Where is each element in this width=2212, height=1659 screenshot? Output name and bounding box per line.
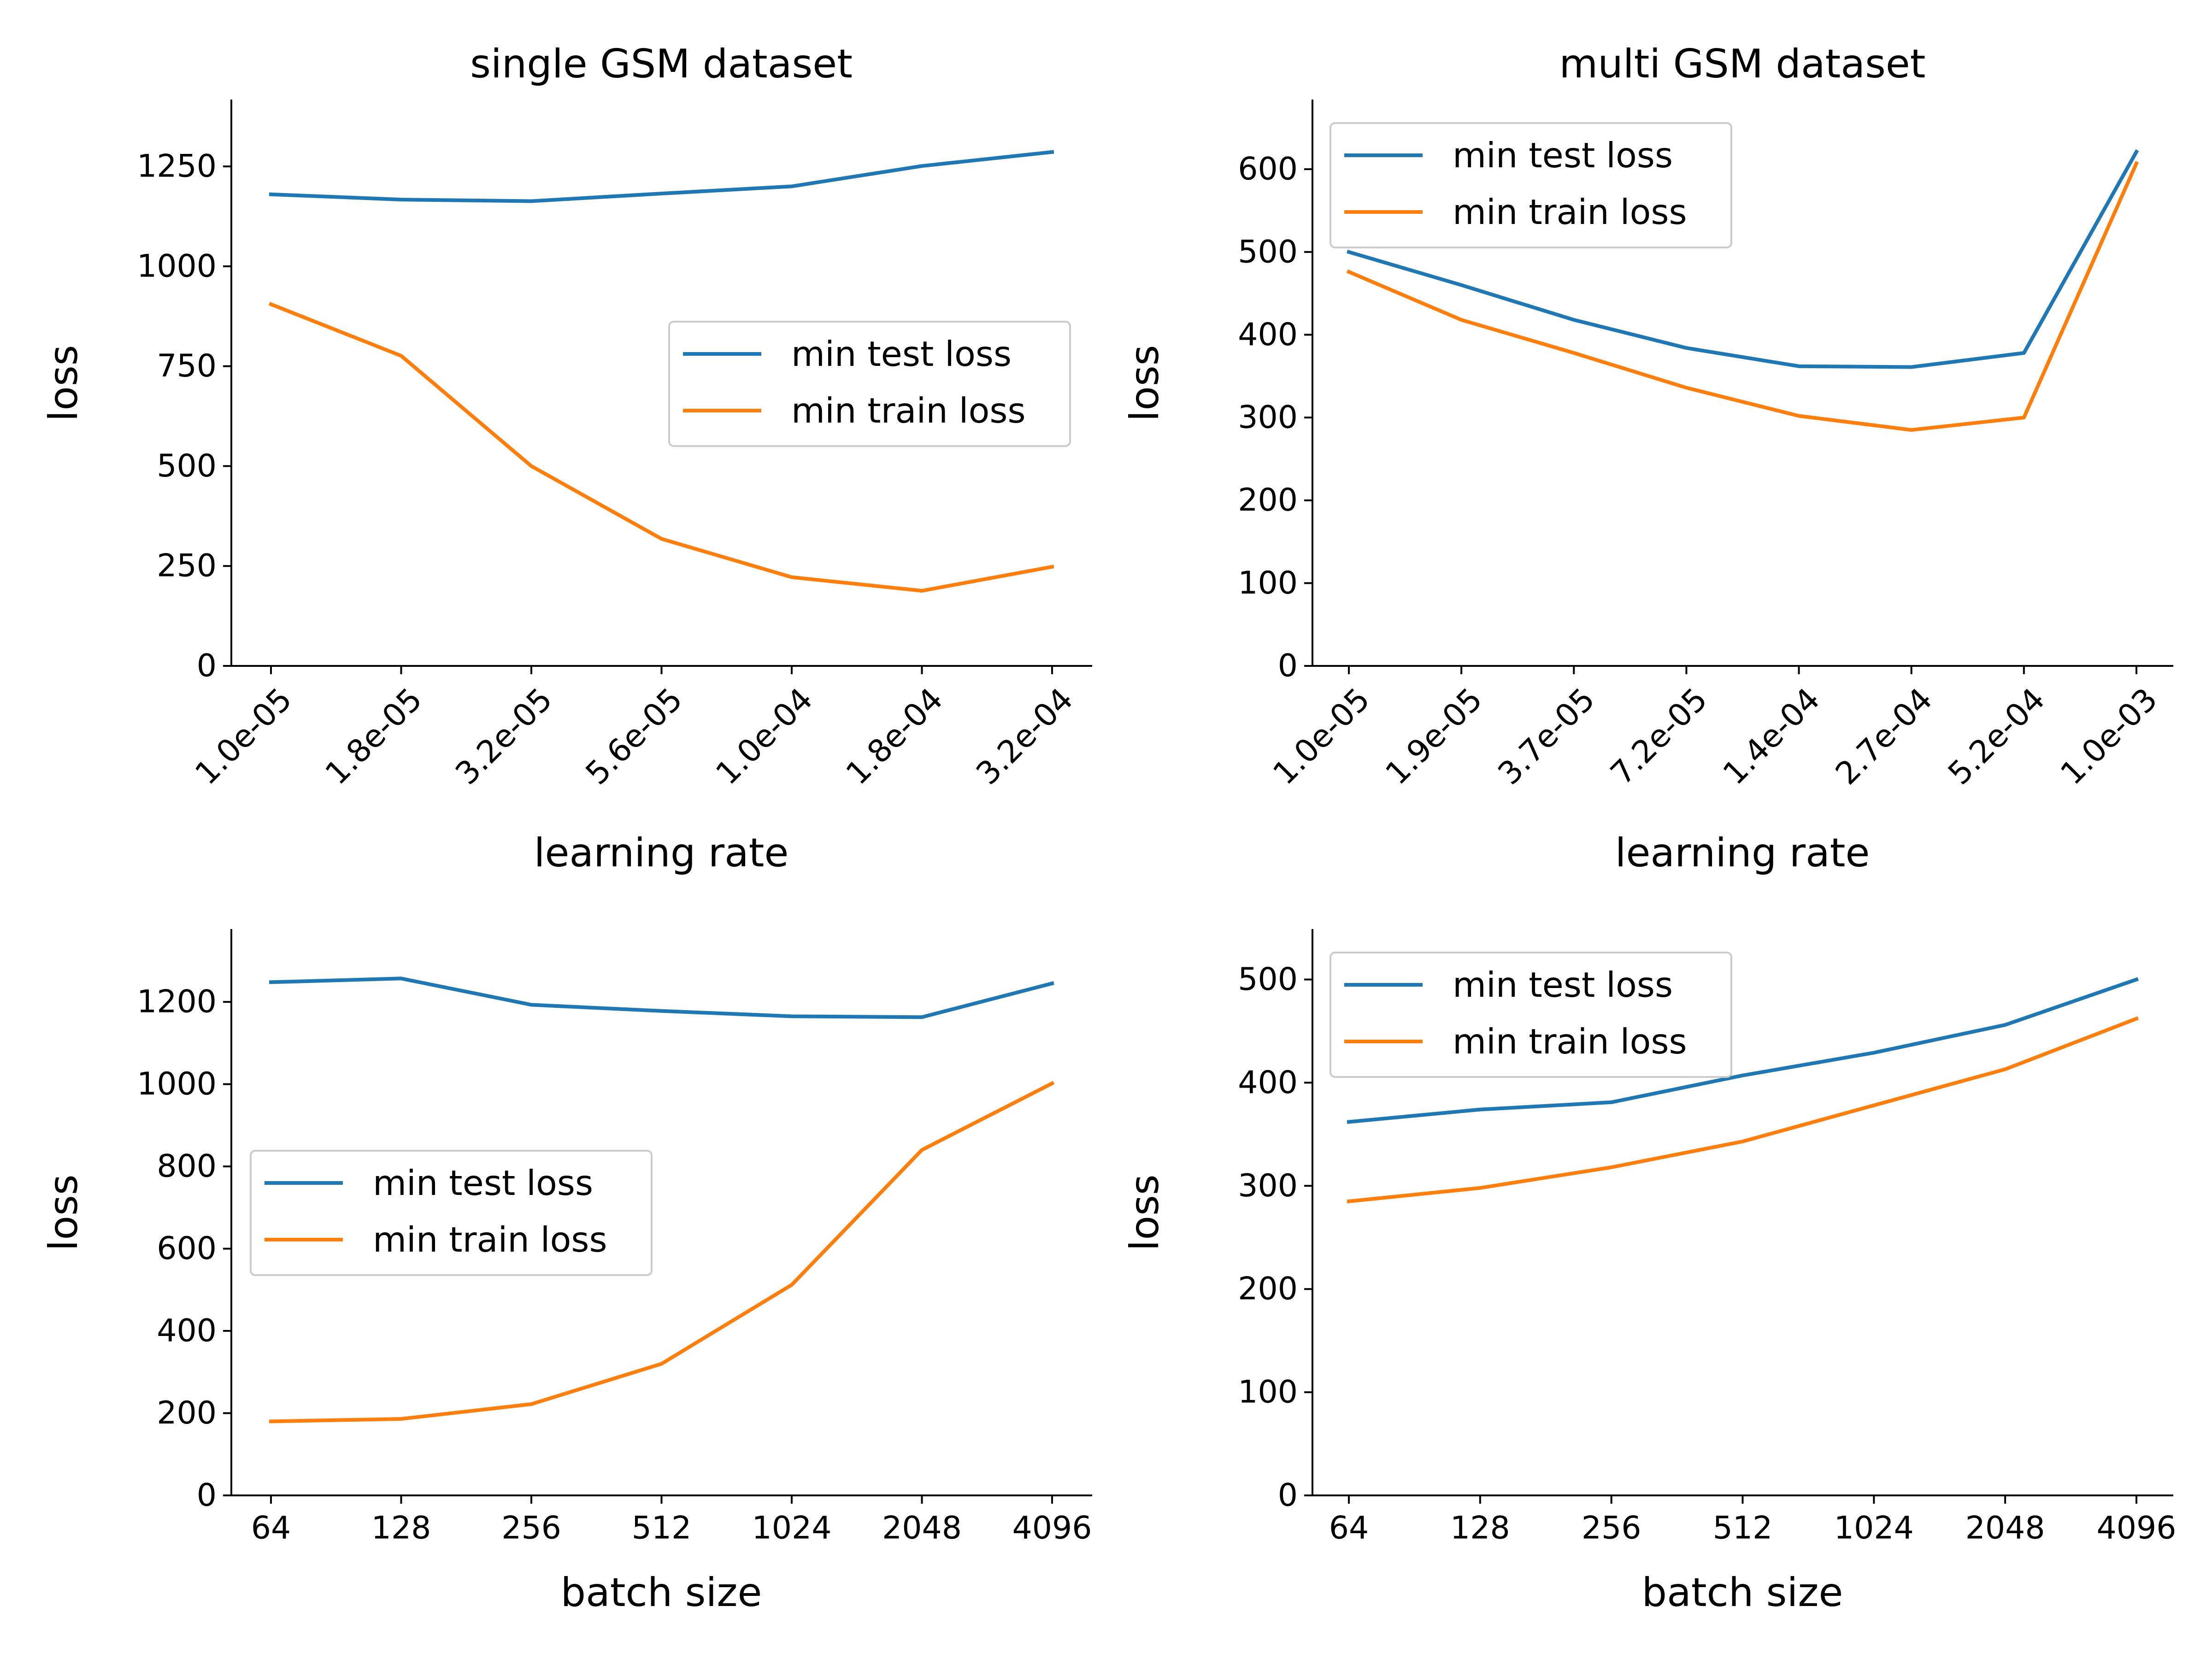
y-tick-label: 0	[197, 1477, 217, 1514]
legend-label: min train loss	[373, 1219, 607, 1260]
x-tick-label: 1.0e-04	[709, 681, 820, 792]
x-axis-label: learning rate	[1615, 830, 1870, 876]
legend: min test loss min train loss	[250, 1150, 653, 1276]
y-tick-label: 100	[1238, 1374, 1298, 1411]
x-tick-label: 3.7e-05	[1491, 681, 1602, 792]
series-line-min-test-loss	[1347, 149, 2139, 369]
legend: min test loss min train loss	[1330, 122, 1732, 248]
y-tick-label: 300	[1238, 400, 1298, 436]
x-tick-label: 5.6e-05	[579, 681, 689, 792]
legend-label: min train loss	[1453, 1021, 1687, 1062]
x-axis-label: batch size	[1642, 1570, 1843, 1616]
plot-multi-gsm-batch-size: 0 100 200 300 400 500 64 128 256 512 1024 2048 4096 b…	[1122, 929, 2177, 1616]
y-tick-label: 200	[1238, 1271, 1298, 1307]
plot-single-gsm-learning-rate: 0 250 500 750 1000 1250 1.0e-05 1.8e-05 3.2e-05 5…	[41, 41, 1092, 876]
y-tick-label: 500	[1238, 234, 1298, 270]
x-tick-label: 64	[251, 1510, 291, 1547]
y-axis-label: loss	[41, 345, 87, 421]
series-line-min-train-loss	[1346, 161, 2139, 432]
x-tick-label: 1.0e-03	[2054, 681, 2165, 792]
y-tick-label: 200	[1238, 482, 1298, 518]
y-tick-label: 1250	[137, 148, 217, 185]
y-tick-label: 750	[157, 348, 217, 384]
y-tick-label: 400	[1238, 317, 1298, 353]
y-tick-label: 0	[1278, 1477, 1298, 1514]
y-tick-label: 600	[157, 1230, 217, 1267]
x-axis-label: learning rate	[534, 830, 789, 876]
x-tick-label: 512	[1713, 1510, 1773, 1547]
legend: min test loss min train loss	[668, 321, 1071, 447]
series-line-min-test-loss	[269, 977, 1054, 1019]
y-axis-label: loss	[1122, 1174, 1168, 1251]
x-tick-label: 1.8e-05	[318, 681, 429, 792]
x-tick-label: 1.9e-05	[1379, 681, 1489, 792]
plot-single-gsm-batch-size: 0 200 400 600 800 1000 1200 64 128 256 512 1024 2048…	[41, 929, 1092, 1616]
x-tick-label: 1024	[1834, 1510, 1914, 1547]
y-tick-label: 800	[157, 1148, 217, 1185]
y-tick-label: 400	[157, 1313, 217, 1349]
x-tick-label: 2.7e-04	[1829, 681, 1939, 792]
legend-label: min test loss	[1453, 965, 1673, 1005]
chart-title: multi GSM dataset	[1559, 41, 1925, 87]
legend-label: min train loss	[1453, 192, 1687, 232]
legend-label: min test loss	[1453, 135, 1673, 176]
x-tick-label: 128	[1450, 1510, 1510, 1547]
x-tick-label: 5.2e-04	[1941, 681, 2052, 792]
legend-label: min test loss	[791, 334, 1012, 374]
y-tick-label: 600	[1238, 151, 1298, 188]
legend-label: min test loss	[373, 1163, 593, 1203]
series-line-min-test-loss	[269, 150, 1054, 203]
y-axis-label: loss	[41, 1174, 87, 1251]
y-tick-label: 400	[1238, 1065, 1298, 1101]
series-line-min-train-loss	[1347, 1016, 2139, 1204]
chart-title: single GSM dataset	[470, 41, 853, 87]
legend-frame	[1330, 952, 1732, 1078]
x-tick-label: 512	[632, 1510, 692, 1547]
x-tick-label: 64	[1329, 1510, 1369, 1547]
y-tick-label: 500	[1238, 961, 1298, 998]
x-tick-label: 128	[371, 1510, 431, 1547]
y-tick-label: 500	[157, 448, 217, 484]
y-tick-label: 0	[1278, 648, 1298, 684]
x-tick-label: 3.2e-04	[970, 681, 1080, 792]
series-line-min-test-loss	[1347, 977, 2139, 1124]
x-tick-label: 256	[1582, 1510, 1641, 1547]
series-line-min-train-loss	[268, 302, 1054, 593]
y-tick-label: 1000	[137, 248, 217, 284]
legend-label: min train loss	[791, 390, 1026, 431]
x-tick-label: 1.4e-04	[1716, 681, 1827, 792]
y-tick-label: 300	[1238, 1168, 1298, 1204]
x-axis-label: batch size	[561, 1570, 762, 1616]
y-tick-label: 1200	[137, 984, 217, 1020]
x-tick-label: 2048	[1965, 1510, 2045, 1547]
x-tick-label: 4096	[1012, 1510, 1092, 1547]
legend-frame	[250, 1150, 653, 1276]
x-tick-label: 1.0e-05	[1266, 681, 1377, 792]
legend: min test loss min train loss	[1330, 952, 1732, 1078]
legend-frame	[1330, 122, 1732, 248]
x-tick-label: 2048	[882, 1510, 962, 1547]
y-tick-label: 200	[157, 1395, 217, 1431]
x-tick-label: 3.2e-05	[449, 681, 559, 792]
series-line-min-train-loss	[269, 1081, 1055, 1424]
x-tick-label: 256	[501, 1510, 561, 1547]
y-tick-label: 1000	[137, 1066, 217, 1102]
y-tick-label: 0	[197, 648, 217, 684]
plot-multi-gsm-learning-rate: 0 100 200 300 400 500 600 1.0e-05 1.9e-05 3.7e-05…	[1122, 41, 2173, 876]
legend-frame	[668, 321, 1071, 447]
y-axis-label: loss	[1122, 345, 1168, 421]
x-tick-label: 7.2e-05	[1604, 681, 1714, 792]
x-tick-label: 1024	[752, 1510, 831, 1547]
x-tick-label: 1.8e-04	[839, 681, 950, 792]
y-tick-label: 100	[1238, 565, 1298, 601]
y-tick-label: 250	[157, 548, 217, 584]
x-tick-label: 4096	[2096, 1510, 2176, 1547]
x-tick-label: 1.0e-05	[188, 681, 299, 792]
